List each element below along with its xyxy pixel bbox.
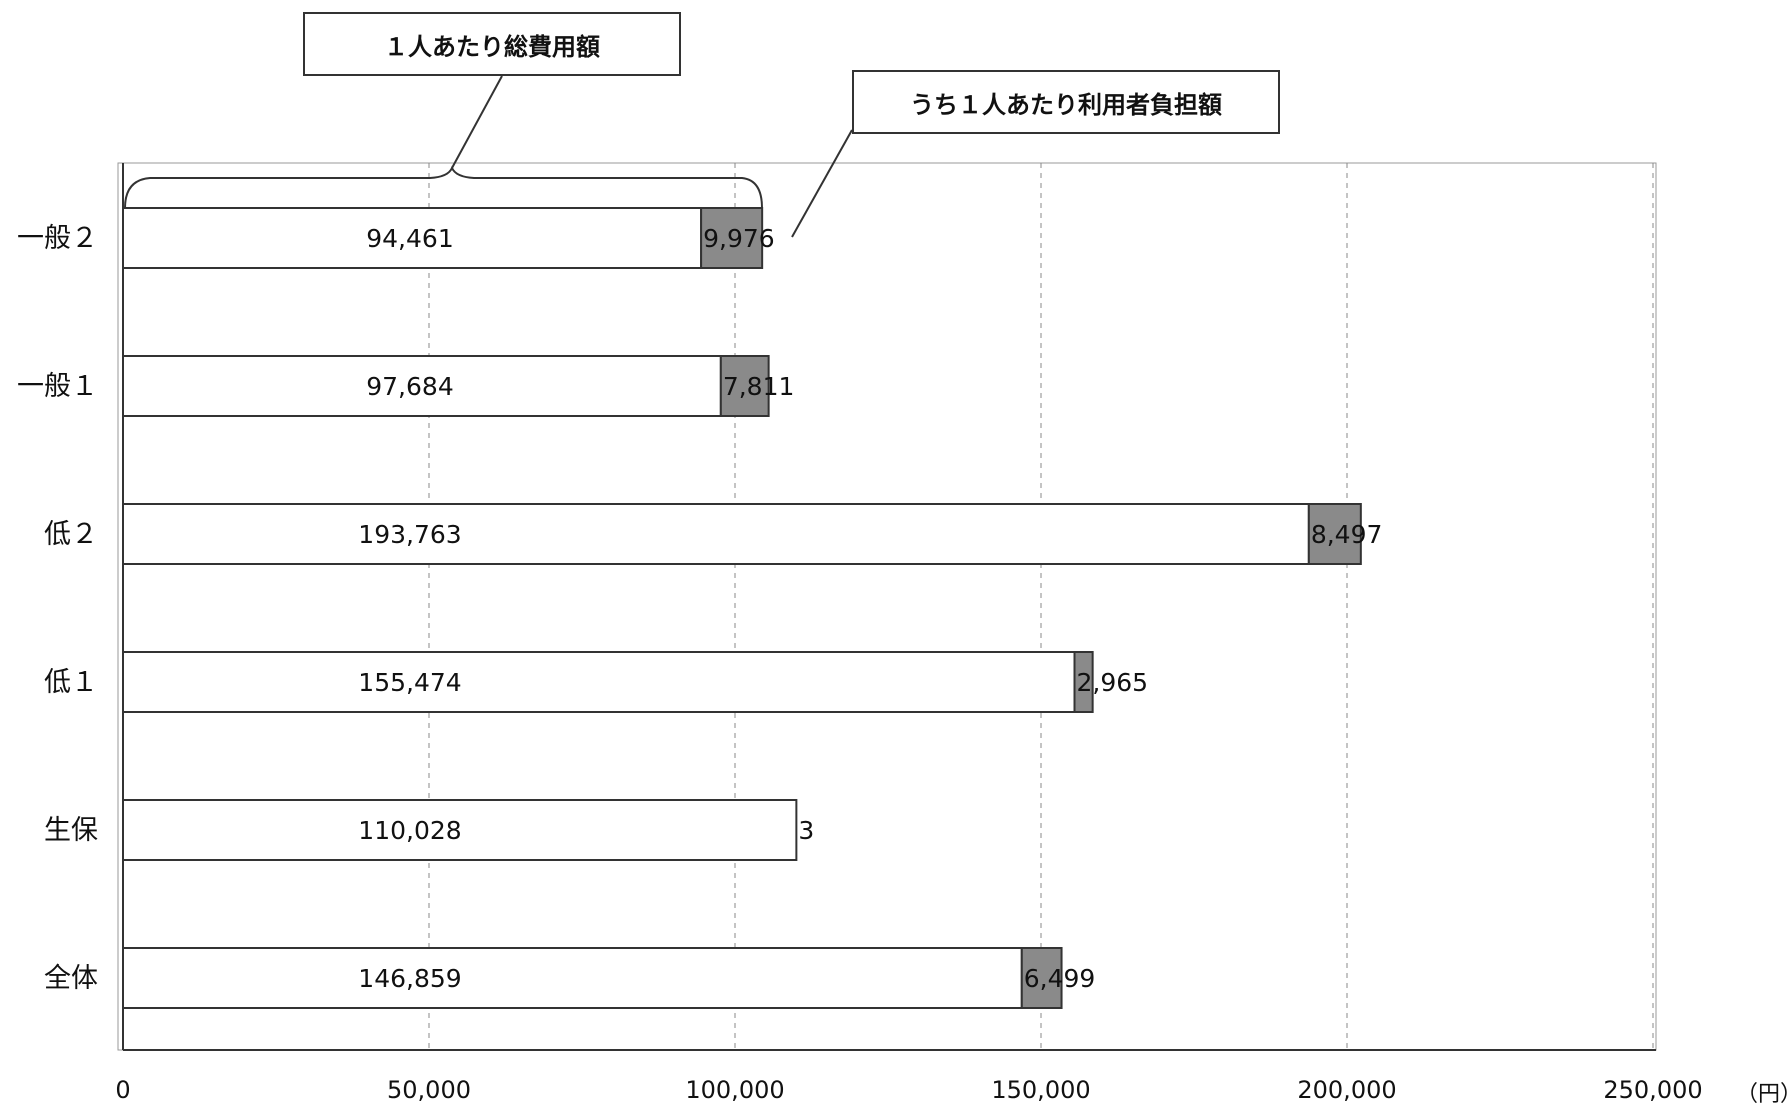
user-share-value-label: 6,499 <box>1024 964 1096 993</box>
user-share-bar <box>1073 651 1094 713</box>
category-label: 一般２ <box>17 223 98 254</box>
total-value-label: 97,684 <box>366 372 453 401</box>
category-label: 生保 <box>44 815 98 846</box>
x-tick-label: 0 <box>115 1076 130 1104</box>
user-share-value-label: 2,965 <box>1077 668 1149 697</box>
category-label: 低１ <box>44 667 98 698</box>
total-value-label: 146,859 <box>358 964 461 993</box>
user-share-value-label: 8,497 <box>1311 520 1383 549</box>
data-labels: 一般２ 94,461 9,976 一般１ 97,684 7,811 低２ 193,763 8,4… <box>17 223 1382 994</box>
total-value-label: 94,461 <box>366 224 453 253</box>
user-callout-leader <box>791 129 853 238</box>
x-tick-label: 250,000 <box>1603 1076 1702 1104</box>
total-value-label: 193,763 <box>358 520 461 549</box>
category-label: 全体 <box>44 963 98 994</box>
grid-lines <box>428 163 1654 1050</box>
user-share-bar <box>719 355 770 417</box>
x-tick-label: 100,000 <box>685 1076 784 1104</box>
x-tick-label: 150,000 <box>991 1076 1090 1104</box>
total-callout-leader <box>451 75 503 169</box>
user-share-bar <box>1020 947 1063 1009</box>
x-tick-label: 200,000 <box>1297 1076 1396 1104</box>
x-axis-unit: （円） <box>1736 1082 1787 1107</box>
plot-area <box>117 162 1657 1051</box>
user-share-callout-label: うち１人あたり利用者負担額 <box>852 70 1280 134</box>
category-label: 一般１ <box>17 371 98 402</box>
total-cost-bar <box>122 799 798 861</box>
total-callout-label: １人あたり総費用額 <box>303 12 681 76</box>
user-share-bar <box>700 207 764 269</box>
user-share-value-label: 7,811 <box>723 372 795 401</box>
user-share-value-label: 3 <box>798 816 814 845</box>
axes: 0 50,000 100,000 150,000 200,000 250,000 <box>115 163 1703 1104</box>
total-cost-bar <box>122 947 1023 1009</box>
total-cost-bar <box>122 651 1076 713</box>
category-label: 低２ <box>44 519 98 550</box>
user-share-value-label: 9,976 <box>703 224 775 253</box>
total-value-label: 110,028 <box>358 816 461 845</box>
total-value-label: 155,474 <box>358 668 461 697</box>
bars <box>122 207 1362 1009</box>
x-tick-label: 50,000 <box>387 1076 471 1104</box>
user-share-bar <box>1307 503 1362 565</box>
total-brace <box>124 165 763 209</box>
total-cost-bar <box>122 503 1310 565</box>
